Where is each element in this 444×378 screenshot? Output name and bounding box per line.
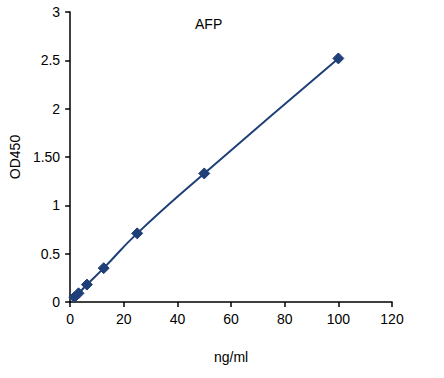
svg-text:40: 40 xyxy=(170,311,186,327)
svg-text:ng/ml: ng/ml xyxy=(214,349,248,365)
svg-text:OD450: OD450 xyxy=(7,135,23,180)
svg-text:1.50: 1.50 xyxy=(33,149,60,165)
svg-text:3: 3 xyxy=(52,4,60,20)
svg-text:80: 80 xyxy=(277,311,293,327)
svg-text:20: 20 xyxy=(116,311,132,327)
svg-text:AFP: AFP xyxy=(195,16,222,32)
svg-text:120: 120 xyxy=(380,311,404,327)
svg-text:2.5: 2.5 xyxy=(41,52,61,68)
svg-text:0: 0 xyxy=(52,294,60,310)
svg-text:2: 2 xyxy=(52,101,60,117)
svg-text:0.5: 0.5 xyxy=(41,246,61,262)
svg-text:1: 1 xyxy=(52,197,60,213)
svg-text:60: 60 xyxy=(223,311,239,327)
svg-text:0: 0 xyxy=(66,311,74,327)
svg-text:100: 100 xyxy=(327,311,351,327)
